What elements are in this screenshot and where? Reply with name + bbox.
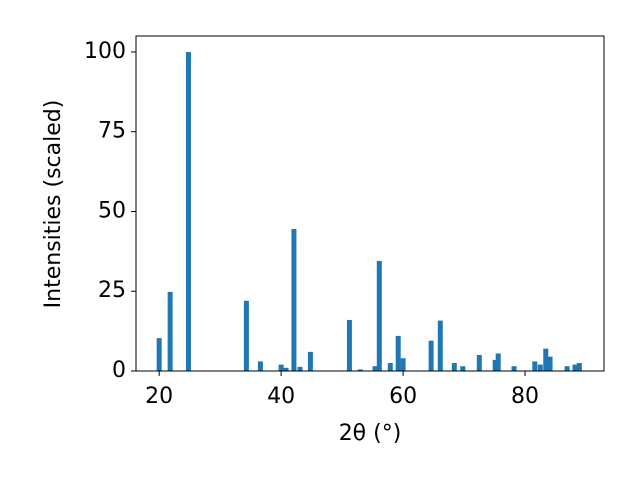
x-axis-label: 2θ (°)	[339, 421, 402, 446]
bar	[307, 351, 313, 371]
bar	[576, 363, 582, 371]
bar	[532, 361, 538, 371]
bar	[395, 335, 401, 371]
y-tick-label: 75	[98, 119, 126, 144]
x-tick-label: 20	[145, 384, 173, 409]
bar	[437, 320, 443, 371]
bar	[537, 364, 543, 371]
y-tick-label: 50	[98, 198, 126, 223]
bar	[451, 363, 457, 371]
bar	[400, 358, 406, 371]
y-axis-label: Intensities (scaled)	[41, 100, 66, 309]
bar	[572, 364, 578, 371]
bar	[278, 364, 284, 371]
y-tick-label: 100	[84, 39, 126, 64]
bar	[372, 366, 378, 371]
y-tick-label: 25	[98, 278, 126, 303]
bar	[564, 366, 570, 371]
bar	[185, 51, 191, 371]
bar	[387, 363, 393, 371]
bar	[495, 353, 501, 371]
bar	[492, 359, 498, 371]
plot-frame	[135, 35, 605, 372]
bar	[257, 361, 263, 371]
bar	[476, 355, 482, 371]
bar	[357, 369, 363, 371]
y-tick-label: 0	[112, 358, 126, 383]
bar	[543, 348, 549, 371]
bar	[547, 356, 553, 371]
x-tick-label: 60	[389, 384, 417, 409]
x-tick-label: 40	[267, 384, 295, 409]
bar	[167, 291, 173, 371]
bar	[297, 366, 303, 371]
bar	[346, 319, 352, 371]
bar	[156, 338, 162, 371]
bar	[428, 340, 434, 371]
bar	[460, 366, 466, 371]
x-tick-label: 80	[511, 384, 539, 409]
bar	[243, 300, 249, 371]
bar	[511, 366, 517, 371]
bar	[376, 260, 382, 371]
bar	[291, 229, 297, 371]
bar	[283, 367, 289, 371]
